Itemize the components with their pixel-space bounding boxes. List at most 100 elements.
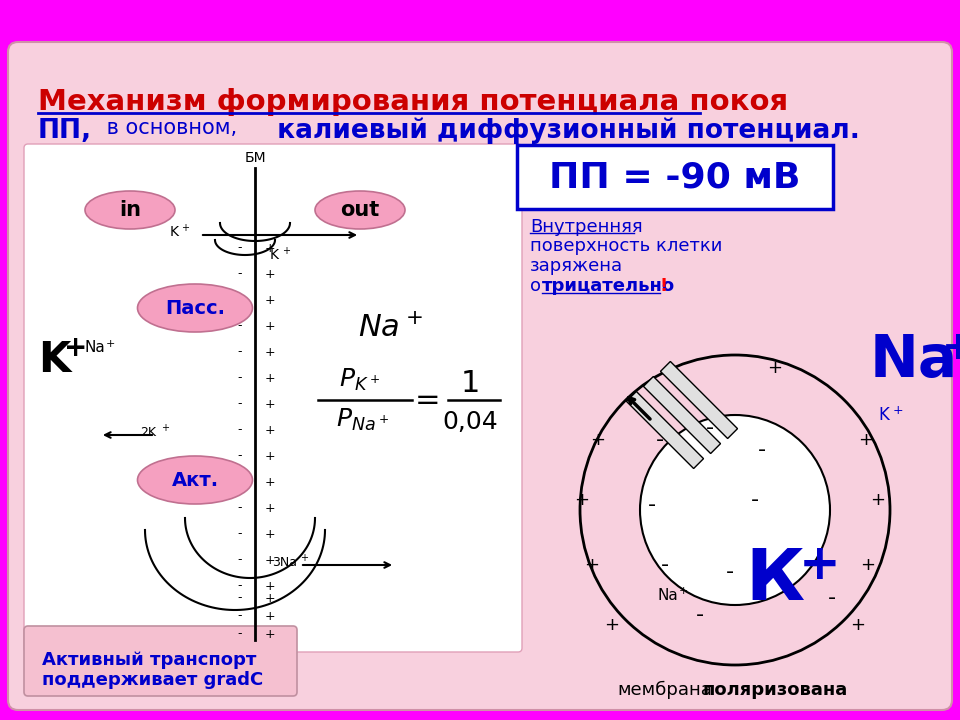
- Text: +: +: [64, 334, 87, 362]
- Text: out: out: [341, 200, 379, 220]
- FancyBboxPatch shape: [517, 145, 833, 209]
- Text: +: +: [265, 554, 276, 567]
- Text: -: -: [237, 610, 242, 623]
- Text: +: +: [265, 397, 276, 410]
- Text: +: +: [574, 491, 589, 509]
- Text: ПП = -90 мВ: ПП = -90 мВ: [549, 161, 801, 195]
- Text: K: K: [170, 225, 179, 239]
- Text: +: +: [161, 423, 169, 433]
- Text: 0,04: 0,04: [443, 410, 498, 434]
- Text: -: -: [237, 372, 242, 384]
- FancyBboxPatch shape: [24, 144, 522, 652]
- Text: в основном,: в основном,: [100, 118, 237, 138]
- Text: +: +: [265, 294, 276, 307]
- Polygon shape: [627, 392, 704, 469]
- Text: +: +: [265, 241, 276, 254]
- Text: +: +: [265, 449, 276, 462]
- FancyBboxPatch shape: [24, 626, 297, 696]
- FancyBboxPatch shape: [8, 42, 952, 710]
- Text: Акт.: Акт.: [172, 470, 219, 490]
- Text: +: +: [662, 359, 678, 377]
- Ellipse shape: [137, 284, 252, 332]
- Ellipse shape: [315, 191, 405, 229]
- Text: Na: Na: [870, 331, 958, 389]
- Text: Na: Na: [85, 341, 106, 356]
- Text: +: +: [860, 556, 876, 574]
- Text: +: +: [893, 403, 903, 416]
- Polygon shape: [660, 361, 737, 438]
- Text: -: -: [648, 495, 656, 515]
- Text: -: -: [828, 588, 836, 608]
- Text: -: -: [726, 562, 734, 582]
- Text: -: -: [237, 475, 242, 488]
- Text: +: +: [265, 610, 276, 623]
- Text: K: K: [878, 406, 889, 424]
- Text: трицательно: трицательно: [542, 277, 675, 295]
- Text: Na: Na: [658, 588, 679, 603]
- Text: $P_{K^+}$: $P_{K^+}$: [340, 367, 380, 393]
- Text: +: +: [282, 246, 290, 256]
- Text: +: +: [590, 431, 606, 449]
- Text: калиевый диффузионный потенциал.: калиевый диффузионный потенциал.: [268, 118, 860, 145]
- Text: Пасс.: Пасс.: [165, 299, 225, 318]
- Text: +: +: [300, 553, 308, 563]
- Text: +: +: [181, 223, 189, 233]
- Text: =: =: [415, 385, 441, 415]
- Text: +: +: [265, 528, 276, 541]
- Text: Механизм формирования потенциала покоя: Механизм формирования потенциала покоя: [38, 88, 788, 116]
- Text: +: +: [265, 502, 276, 515]
- Circle shape: [580, 355, 890, 665]
- Text: +: +: [106, 339, 115, 349]
- Text: +: +: [679, 586, 687, 596]
- Text: +: +: [871, 491, 885, 509]
- Ellipse shape: [85, 191, 175, 229]
- Text: мембрана: мембрана: [617, 681, 712, 699]
- Text: -: -: [751, 490, 759, 510]
- Text: $\mathit{Na}^+$: $\mathit{Na}^+$: [358, 313, 422, 343]
- Text: -: -: [237, 294, 242, 307]
- Text: $P_{Na^+}$: $P_{Na^+}$: [336, 407, 389, 433]
- Text: -: -: [758, 440, 766, 460]
- Text: Внутренняя: Внутренняя: [530, 218, 642, 236]
- Text: -: -: [706, 418, 714, 438]
- Text: +: +: [265, 592, 276, 605]
- Text: -: -: [237, 320, 242, 333]
- Text: о: о: [530, 277, 541, 295]
- Text: Активный транспорт: Активный транспорт: [42, 651, 256, 669]
- Text: !: !: [660, 277, 668, 295]
- Text: -: -: [237, 397, 242, 410]
- Text: -: -: [237, 628, 242, 641]
- Text: +: +: [799, 541, 841, 589]
- Text: -: -: [696, 605, 704, 625]
- Text: K: K: [38, 339, 70, 381]
- Text: +: +: [942, 329, 960, 367]
- Circle shape: [640, 415, 830, 605]
- Ellipse shape: [137, 456, 252, 504]
- Text: in: in: [119, 200, 141, 220]
- Text: поверхность клетки: поверхность клетки: [530, 237, 722, 255]
- Text: +: +: [851, 616, 866, 634]
- Text: -: -: [237, 449, 242, 462]
- Text: заряжена: заряжена: [530, 257, 623, 275]
- Text: -: -: [237, 592, 242, 605]
- Text: +: +: [265, 320, 276, 333]
- Text: -: -: [237, 423, 242, 436]
- Text: ПП,: ПП,: [38, 118, 92, 144]
- Text: +: +: [265, 475, 276, 488]
- Text: +: +: [858, 431, 874, 449]
- Text: +: +: [265, 580, 276, 593]
- Text: 3Na: 3Na: [272, 556, 297, 569]
- Text: -: -: [660, 555, 669, 575]
- Text: +: +: [605, 616, 619, 634]
- Text: -: -: [656, 430, 664, 450]
- Text: поддерживает gradC: поддерживает gradC: [42, 671, 263, 689]
- Text: +: +: [265, 423, 276, 436]
- Text: +: +: [265, 346, 276, 359]
- Text: -: -: [237, 528, 242, 541]
- Text: К: К: [745, 546, 804, 614]
- Text: 2K: 2K: [140, 426, 156, 438]
- Text: поляризована: поляризована: [703, 681, 848, 699]
- Text: -: -: [237, 268, 242, 281]
- Text: K: K: [270, 248, 279, 262]
- Text: -: -: [237, 241, 242, 254]
